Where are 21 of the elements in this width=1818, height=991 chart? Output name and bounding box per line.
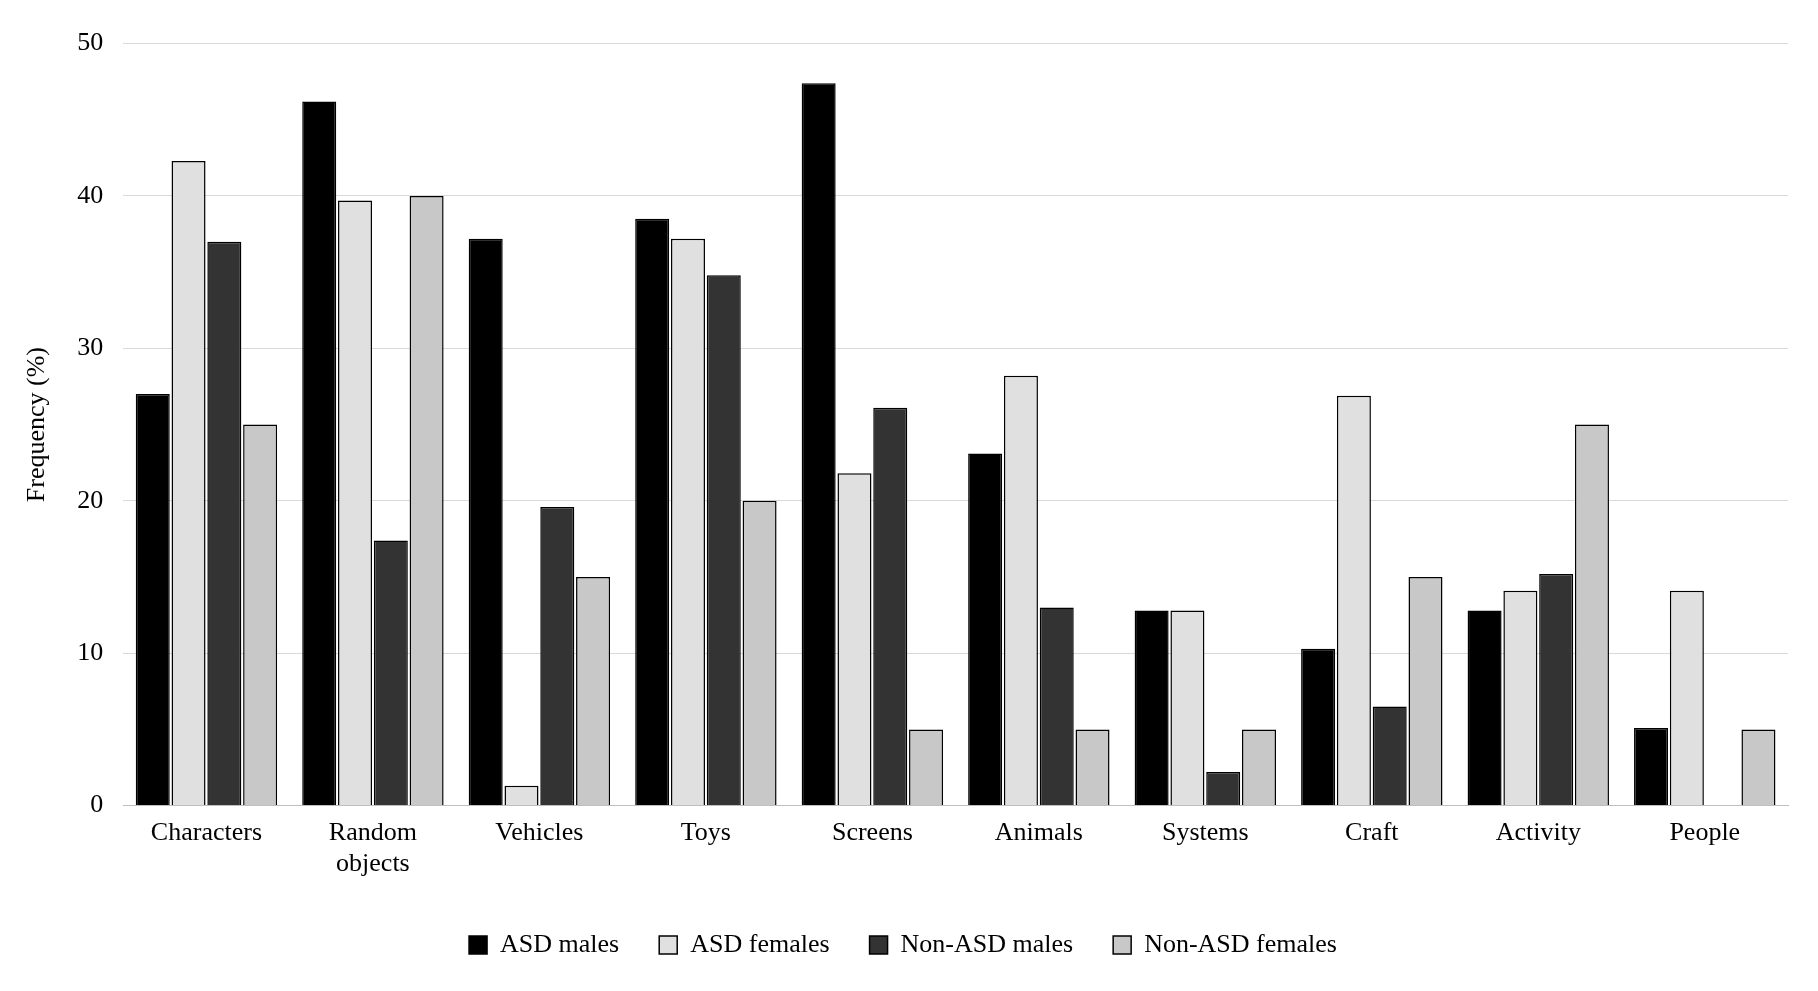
y-tick-label: 40 (77, 179, 104, 209)
legend-label: ASD females (690, 928, 830, 958)
x-tick-label: Animals (994, 817, 1083, 847)
x-tick-label: Systems (1161, 817, 1249, 847)
legend-label: ASD males (500, 928, 620, 958)
x-tick-label: Craft (1345, 817, 1400, 847)
y-tick-label: 50 (77, 27, 104, 57)
legend-label: Non-ASD females (1144, 928, 1337, 958)
x-tick-label: Vehicles (495, 817, 584, 847)
y-tick-label: 20 (77, 484, 104, 514)
x-tick-label: Screens (831, 817, 913, 847)
x-tick-label: Activity (1495, 817, 1581, 847)
legend-label: Non-ASD males (900, 928, 1074, 958)
x-tick-label: Random objects (328, 817, 417, 878)
x-tick-label: People (1669, 817, 1741, 847)
x-tick-label: Toys (680, 817, 731, 847)
y-tick-label: 30 (77, 332, 104, 362)
y-axis-title: Frequency (%) (21, 346, 51, 503)
y-tick-label: 10 (77, 637, 104, 667)
x-tick-label: Characters (150, 817, 263, 847)
y-tick-label: 0 (90, 789, 104, 819)
